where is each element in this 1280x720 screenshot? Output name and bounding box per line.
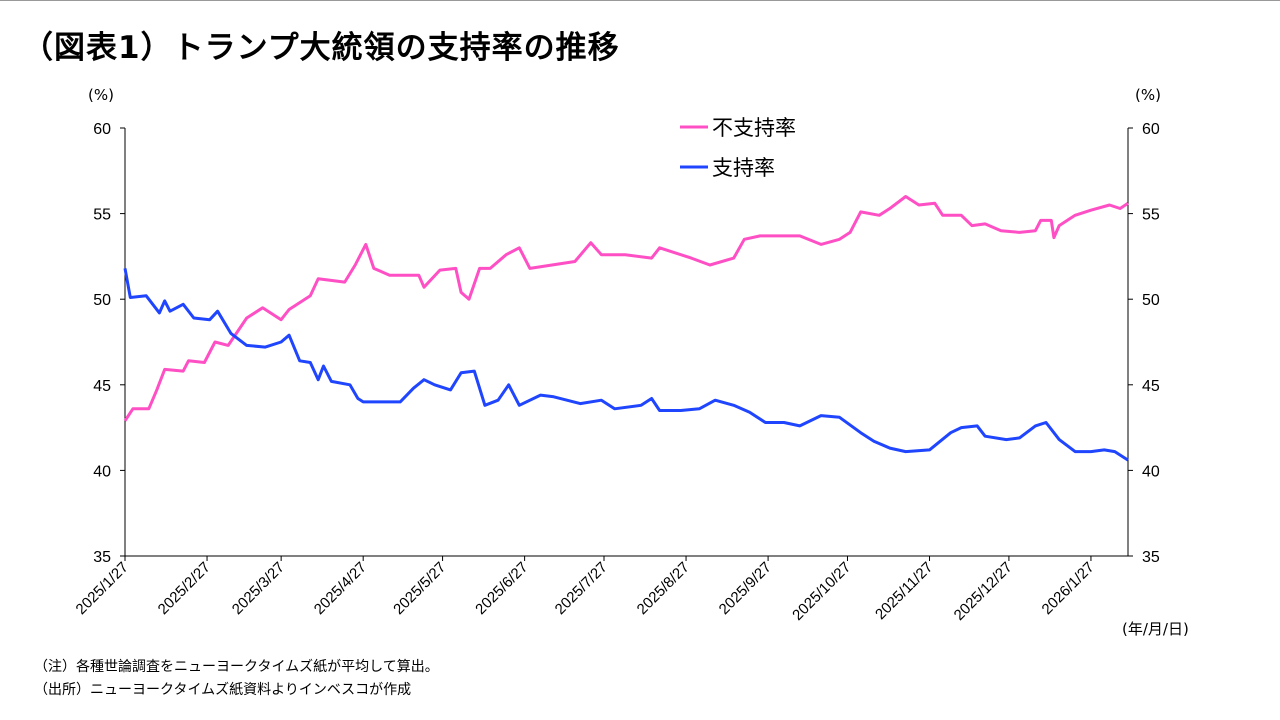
x-tick-label: 2025/6/27 [472,559,531,618]
right-axis-unit: (%) [1135,86,1161,104]
right-y-tick-label: 35 [1142,549,1160,566]
x-axis-unit: (年/月/日) [1122,620,1189,638]
disapproval-line [123,195,1129,422]
legend-label: 不支持率 [712,116,796,140]
right-y-tick-label: 50 [1142,292,1160,309]
x-tick-label: 2026/1/27 [1039,559,1098,618]
left-y-tick-label: 55 [93,207,111,224]
x-tick-label: 2025/2/27 [155,559,214,618]
x-tick-label: 2025/10/27 [789,559,854,624]
approval-line [123,268,1129,462]
right-y-tick-label: 55 [1142,207,1160,224]
source-text: （出所）ニューヨークタイムズ紙資料よりインベスコが作成 [34,682,412,698]
x-tick-label: 2025/1/27 [73,559,132,618]
legend-label: 支持率 [712,156,775,180]
note-text: （注）各種世論調査をニューヨークタイムズ紙が平均して算出。 [34,659,439,675]
page-title: （図表1）トランプ大統領の支持率の推移 [22,30,620,66]
left-y-tick-label: 35 [93,549,111,566]
left-y-tick-label: 50 [93,292,111,309]
x-tick-label: 2025/8/27 [634,559,693,618]
x-tick-label: 2025/12/27 [951,559,1016,624]
x-tick-label: 2025/5/27 [390,559,449,618]
x-tick-label: 2025/4/27 [311,559,370,618]
right-y-tick-label: 40 [1142,463,1160,480]
left-axis-unit: (%) [88,86,114,104]
x-tick-label: 2025/3/27 [229,559,288,618]
x-tick-label: 2025/9/27 [716,559,775,618]
top-divider [0,0,1280,1]
x-tick-label: 2025/11/27 [872,559,936,623]
x-tick-label: 2025/7/27 [552,559,611,618]
right-y-tick-label: 45 [1142,378,1160,395]
left-y-tick-label: 40 [93,463,111,480]
right-y-tick-label: 60 [1142,121,1160,138]
left-y-tick-label: 60 [93,121,111,138]
left-y-tick-label: 45 [93,378,111,395]
